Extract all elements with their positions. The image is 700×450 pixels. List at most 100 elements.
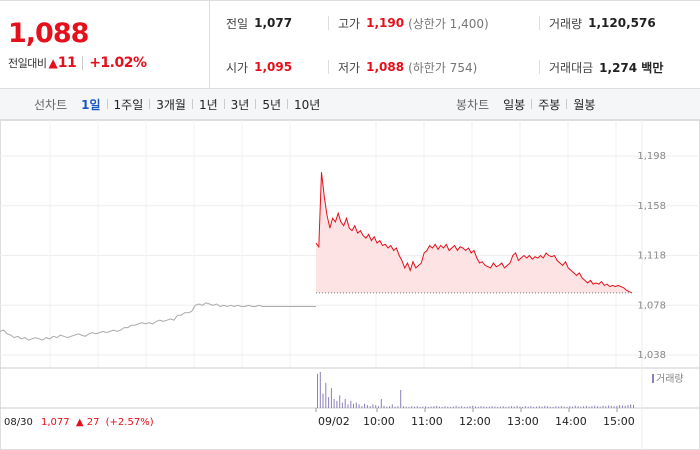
y-tick-label: 1,118: [637, 251, 666, 262]
volume-bar: [505, 406, 507, 408]
line-chart-label: 선차트: [34, 97, 68, 112]
volume-bar: [325, 382, 327, 408]
x-tick-label: 15:00: [603, 415, 635, 428]
stat-value: 1,274 백만: [599, 60, 664, 75]
stat-value: 1,120,576: [588, 16, 656, 30]
tab-period[interactable]: 3년: [230, 97, 250, 112]
x-tick-label: 11:00: [411, 415, 443, 428]
volume-bar: [344, 399, 346, 408]
stat-value: 1,088: [366, 60, 405, 74]
volume-bar: [341, 402, 343, 408]
volume-bar: [480, 406, 482, 408]
volume-bar: [336, 400, 338, 408]
volume-bar: [372, 404, 374, 408]
stats-row: 시가 1,095 저가 1,088 (하한가 754) 거래대금 1,274 백…: [211, 45, 700, 89]
tab-candle-period[interactable]: 일봉: [503, 97, 526, 112]
volume-bar: [574, 405, 576, 408]
x-tick-label: 12:00: [459, 415, 491, 428]
tab-divider: [191, 99, 193, 109]
tab-period[interactable]: 1주일: [113, 97, 144, 112]
prev-close: 1,077: [41, 417, 70, 428]
tab-period[interactable]: 1일: [81, 97, 101, 112]
volume-bar: [397, 406, 399, 408]
volume-bar: [549, 406, 551, 408]
divider: [82, 56, 84, 70]
volume-bar: [380, 399, 382, 408]
stock-quote-panel: 1,088 전일대비 ▲ 11 +1.02% 전일 1,077 고가 1,190…: [0, 0, 700, 89]
volume-bar: [461, 406, 463, 408]
volume-bar: [558, 406, 560, 408]
volume-bar: [386, 406, 388, 408]
volume-bar: [391, 404, 393, 408]
volume-bar: [583, 406, 585, 408]
volume-bar: [544, 405, 546, 408]
volume-bar: [322, 393, 324, 408]
volume-bar: [608, 405, 610, 408]
volume-bar: [511, 406, 512, 408]
volume-legend-label: 거래량: [656, 373, 684, 385]
tab-period[interactable]: 3개월: [156, 97, 186, 112]
volume-bar: [563, 406, 565, 408]
volume-bar: [588, 406, 590, 408]
previous-day-line: [0, 302, 316, 341]
volume-bar: [533, 406, 535, 408]
volume-bar: [319, 372, 321, 408]
prev-change: 27: [87, 417, 100, 428]
volume-bar: [394, 406, 396, 408]
volume-bar: [436, 405, 438, 408]
volume-bar: [541, 406, 543, 408]
stat-label: 고가: [338, 16, 361, 31]
volume-bar: [547, 406, 549, 408]
volume-bar: [527, 406, 529, 408]
candle-chart-label: 봉차트: [456, 97, 490, 112]
volume-bar: [339, 395, 341, 408]
volume-bar: [497, 406, 499, 408]
y-axis: 1,198 1,158 1,118 1,078 1,038: [637, 151, 666, 361]
change-amount: 11: [57, 55, 77, 71]
volume-bar: [613, 406, 615, 408]
volume-bar: [577, 406, 579, 408]
volume-bar: [627, 405, 629, 408]
volume-bar: [361, 406, 363, 408]
volume-bar: [605, 406, 607, 408]
volume-bar: [488, 406, 490, 408]
volume-bar: [458, 406, 460, 408]
today-price-line: [315, 172, 633, 294]
volume-bar: [333, 399, 335, 408]
volume-bar: [419, 406, 421, 408]
volume-bar: [378, 406, 379, 408]
volume-bar: [330, 388, 332, 408]
volume-bar: [441, 406, 443, 408]
tab-divider: [566, 99, 568, 109]
volume-bar: [502, 406, 504, 408]
volume-bar: [422, 406, 424, 408]
volume-bar: [599, 406, 601, 408]
volume-bar: [519, 406, 521, 408]
volume-bar: [472, 405, 474, 408]
prev-up-triangle-icon: ▲: [76, 417, 84, 428]
volume-bar: [425, 406, 427, 408]
tab-period[interactable]: 10년: [294, 97, 321, 112]
tab-candle-period[interactable]: 주봉: [538, 97, 561, 112]
tab-candle-period[interactable]: 월봉: [573, 97, 596, 112]
upper-limit: (상한가 1,400): [408, 16, 489, 31]
volume-bar: [358, 404, 360, 408]
price-chart[interactable]: 1,198 1,158 1,118 1,078 1,038 거래량 09/02 10:00…: [0, 120, 700, 450]
tab-period[interactable]: 5년: [262, 97, 282, 112]
stat-value: 1,190: [366, 16, 405, 30]
volume-bar: [585, 405, 587, 408]
tab-divider: [287, 99, 289, 109]
tab-period[interactable]: 1년: [198, 97, 218, 112]
today-series: [315, 172, 633, 294]
y-tick-label: 1,158: [637, 201, 666, 212]
stat-high: 고가 1,190 (상한가 1,400): [338, 1, 489, 45]
up-triangle-icon: ▲: [48, 56, 58, 70]
volume-bar: [486, 406, 488, 408]
tab-divider: [106, 99, 108, 109]
volume-bar: [516, 405, 518, 408]
volume-bar: [350, 400, 352, 408]
volume-bar: [494, 406, 496, 408]
x-tick-label: 09/02: [318, 415, 350, 428]
current-price: 1,088: [8, 18, 89, 49]
volume-bar: [328, 397, 330, 408]
